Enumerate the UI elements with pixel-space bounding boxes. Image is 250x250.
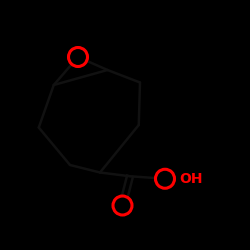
Circle shape xyxy=(114,198,130,214)
Circle shape xyxy=(70,49,86,65)
Circle shape xyxy=(157,171,173,187)
Text: OH: OH xyxy=(179,172,202,186)
